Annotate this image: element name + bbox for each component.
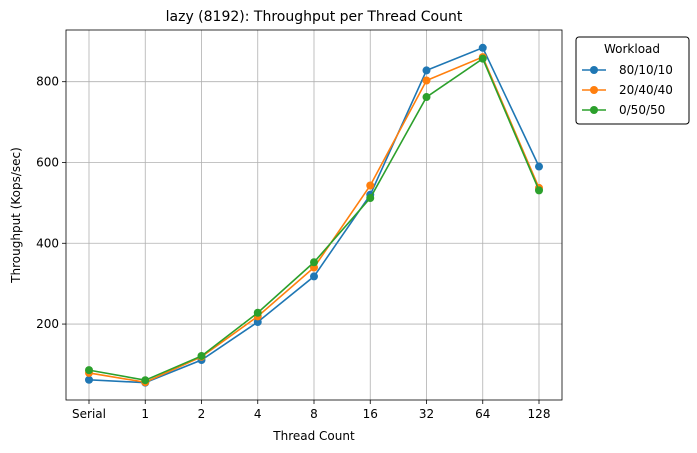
data-point	[310, 258, 318, 267]
y-tick-label: 800	[36, 75, 59, 89]
y-tick-label: 600	[36, 155, 59, 169]
x-tick-label: 32	[419, 407, 434, 421]
y-axis-label: Throughput (Kops/sec)	[9, 147, 23, 284]
data-point	[366, 181, 375, 190]
grid	[66, 30, 562, 400]
x-tick-label: 64	[475, 407, 490, 421]
y-axis: 200 400 600 800	[36, 75, 66, 331]
x-tick-label: 16	[363, 407, 378, 421]
legend-box	[575, 36, 690, 125]
x-tick-label: 4	[254, 407, 262, 421]
series-group	[85, 43, 543, 387]
x-tick-label: 128	[528, 407, 551, 421]
data-point	[535, 186, 543, 195]
legend-label: 20/40/40	[619, 83, 673, 97]
legend: Workload 80/10/10 20/40/40 0/50/50	[575, 36, 690, 125]
legend-marker	[590, 86, 598, 94]
chart-title: lazy (8192): Throughput per Thread Count	[166, 9, 463, 25]
x-tick-label: 2	[198, 407, 206, 421]
data-point	[366, 194, 375, 203]
x-tick-label: 8	[310, 407, 318, 421]
legend-title: Workload	[604, 42, 660, 56]
data-point	[85, 366, 93, 375]
x-axis-label: Thread Count	[272, 429, 355, 443]
data-point	[535, 162, 543, 171]
data-point	[422, 93, 431, 102]
data-point	[478, 43, 487, 52]
legend-label: 80/10/10	[619, 63, 673, 77]
legend-marker	[590, 66, 598, 74]
data-point	[310, 272, 318, 281]
data-point	[422, 66, 431, 75]
y-tick-label: 400	[36, 236, 59, 250]
data-point	[85, 375, 93, 384]
data-point	[253, 318, 262, 327]
data-point	[478, 54, 487, 63]
data-point	[422, 76, 431, 85]
x-tick-label: Serial	[72, 407, 106, 421]
x-tick-label: 1	[141, 407, 149, 421]
legend-items: 80/10/10 20/40/40 0/50/50	[582, 63, 673, 117]
data-point	[253, 308, 262, 317]
legend-label: 0/50/50	[619, 103, 665, 117]
x-axis: Serial 1 2 4 8 16 32 64 128	[72, 400, 550, 421]
data-point	[141, 376, 150, 385]
y-tick-label: 200	[36, 317, 59, 331]
legend-marker	[590, 106, 598, 114]
data-point	[197, 351, 206, 360]
